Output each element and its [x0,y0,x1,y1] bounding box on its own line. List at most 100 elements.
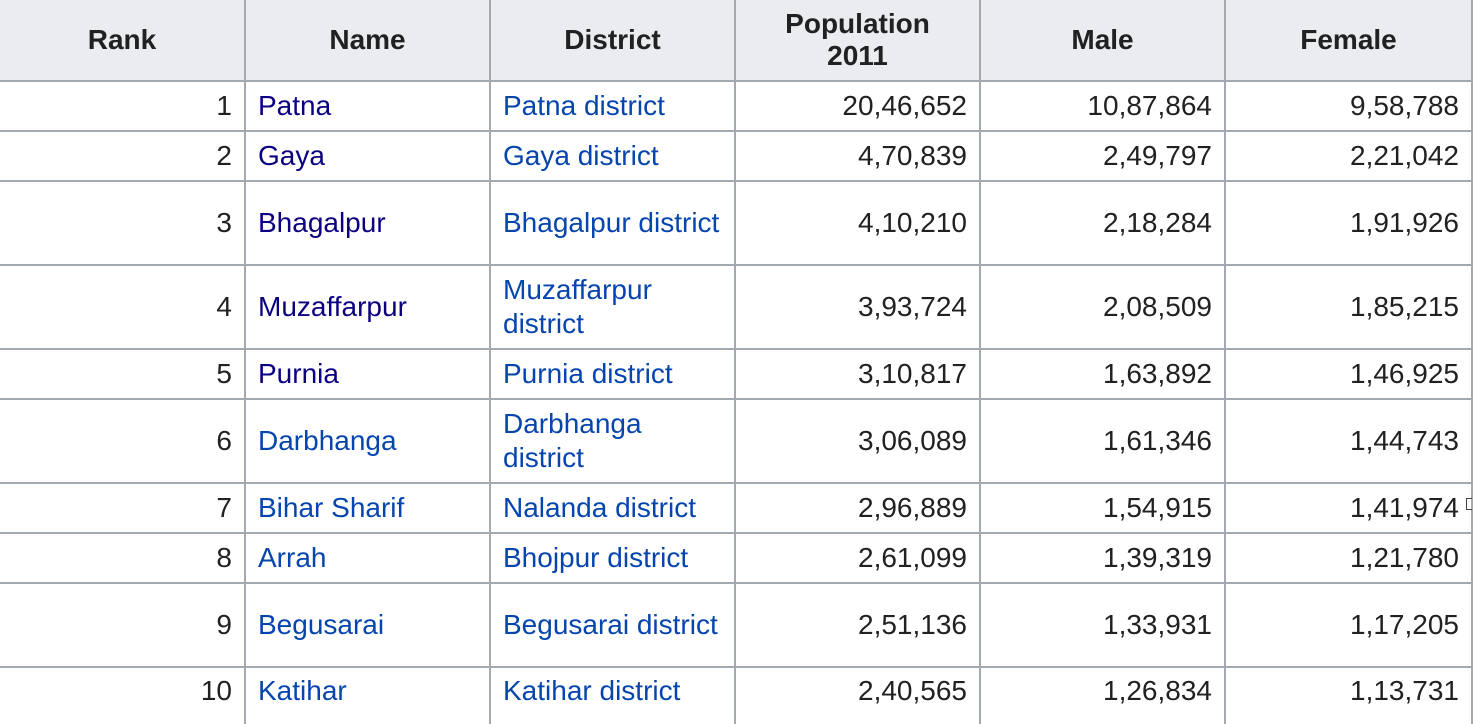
district-link[interactable]: Nalanda district [503,492,696,523]
male-cell: 1,33,931 [979,582,1226,668]
header-population-line2: 2011 [827,40,888,71]
population-cell: 3,06,089 [734,398,981,484]
district-cell: Muzaffarpur district [489,264,736,350]
table-row: 2 Gaya Gaya district 4,70,839 2,49,797 2… [0,130,1473,182]
population-cell: 2,61,099 [734,532,981,584]
table-row: 4 Muzaffarpur Muzaffarpur district 3,93,… [0,264,1473,350]
rank-cell: 4 [0,264,246,350]
population-cell: 3,10,817 [734,348,981,400]
district-cell: Darbhanga district [489,398,736,484]
name-cell: Katihar [244,666,491,724]
rank-cell: 6 [0,398,246,484]
table-row: 7 Bihar Sharif Nalanda district 2,96,889… [0,482,1473,534]
city-link[interactable]: Darbhanga [258,425,397,456]
female-cell: 1,17,205 [1224,582,1473,668]
male-cell: 1,61,346 [979,398,1226,484]
population-cell: 2,40,565 [734,666,981,724]
female-cell: 9,58,788 [1224,80,1473,132]
district-link[interactable]: Katihar district [503,675,681,706]
header-district[interactable]: District [489,0,736,82]
male-cell: 10,87,864 [979,80,1226,132]
city-link[interactable]: Bhagalpur [258,207,386,238]
table-row: 9 Begusarai Begusarai district 2,51,136 … [0,582,1473,668]
female-cell: 1,21,780 [1224,532,1473,584]
name-cell: Bihar Sharif [244,482,491,534]
district-link[interactable]: Muzaffarpur district [503,274,652,339]
name-cell: Begusarai [244,582,491,668]
header-name[interactable]: Name [244,0,491,82]
male-cell: 1,54,915 [979,482,1226,534]
male-cell: 1,39,319 [979,532,1226,584]
city-link[interactable]: Patna [258,90,332,121]
name-cell: Bhagalpur [244,180,491,266]
population-cell: 4,10,210 [734,180,981,266]
name-cell: Darbhanga [244,398,491,484]
district-cell: Patna district [489,80,736,132]
header-population-line1: Population [785,8,930,39]
header-population-2011[interactable]: Population 2011 [734,0,981,82]
male-cell: 2,08,509 [979,264,1226,350]
name-cell: Arrah [244,532,491,584]
name-cell: Muzaffarpur [244,264,491,350]
rank-cell: 5 [0,348,246,400]
city-link[interactable]: Muzaffarpur [258,291,407,322]
header-rank[interactable]: Rank [0,0,246,82]
district-cell: Katihar district [489,666,736,724]
city-link[interactable]: Purnia [258,358,339,389]
district-link[interactable]: Darbhanga district [503,408,642,473]
text-cursor-bracket-icon [1466,498,1472,510]
city-link[interactable]: Bihar Sharif [258,492,405,523]
district-cell: Purnia district [489,348,736,400]
name-cell: Gaya [244,130,491,182]
population-cell: 20,46,652 [734,80,981,132]
city-link[interactable]: Arrah [258,542,327,573]
district-link[interactable]: Bhojpur district [503,542,689,573]
rank-cell: 3 [0,180,246,266]
table-row: 8 Arrah Bhojpur district 2,61,099 1,39,3… [0,532,1473,584]
population-cell: 4,70,839 [734,130,981,182]
district-cell: Bhagalpur district [489,180,736,266]
population-cell: 3,93,724 [734,264,981,350]
male-cell: 2,49,797 [979,130,1226,182]
population-cell: 2,51,136 [734,582,981,668]
male-cell: 1,26,834 [979,666,1226,724]
rank-cell: 10 [0,666,246,724]
district-cell: Begusarai district [489,582,736,668]
rank-cell: 7 [0,482,246,534]
female-cell: 1,85,215 [1224,264,1473,350]
rank-cell: 9 [0,582,246,668]
table-row: 10 Katihar Katihar district 2,40,565 1,2… [0,666,1473,724]
district-link[interactable]: Gaya district [503,140,659,171]
district-cell: Gaya district [489,130,736,182]
district-link[interactable]: Bhagalpur district [503,207,720,238]
city-link[interactable]: Gaya [258,140,325,171]
district-link[interactable]: Patna district [503,90,665,121]
rank-cell: 8 [0,532,246,584]
table-header-row: Rank Name District Population 2011 Male F… [0,0,1473,82]
female-cell: 1,41,974 [1224,482,1473,534]
header-female[interactable]: Female [1224,0,1473,82]
female-cell: 2,21,042 [1224,130,1473,182]
district-cell: Bhojpur district [489,532,736,584]
name-cell: Patna [244,80,491,132]
male-cell: 2,18,284 [979,180,1226,266]
female-cell: 1,91,926 [1224,180,1473,266]
district-cell: Nalanda district [489,482,736,534]
population-cell: 2,96,889 [734,482,981,534]
female-cell: 1,46,925 [1224,348,1473,400]
male-cell: 1,63,892 [979,348,1226,400]
district-link[interactable]: Purnia district [503,358,673,389]
name-cell: Purnia [244,348,491,400]
rank-cell: 2 [0,130,246,182]
header-male[interactable]: Male [979,0,1226,82]
female-cell: 1,13,731 [1224,666,1473,724]
city-link[interactable]: Katihar [258,675,347,706]
table-row: 6 Darbhanga Darbhanga district 3,06,089 … [0,398,1473,484]
table-row: 5 Purnia Purnia district 3,10,817 1,63,8… [0,348,1473,400]
female-cell: 1,44,743 [1224,398,1473,484]
city-link[interactable]: Begusarai [258,609,385,640]
district-link[interactable]: Begusarai district [503,609,718,640]
table-row: 1 Patna Patna district 20,46,652 10,87,8… [0,80,1473,132]
rank-cell: 1 [0,80,246,132]
